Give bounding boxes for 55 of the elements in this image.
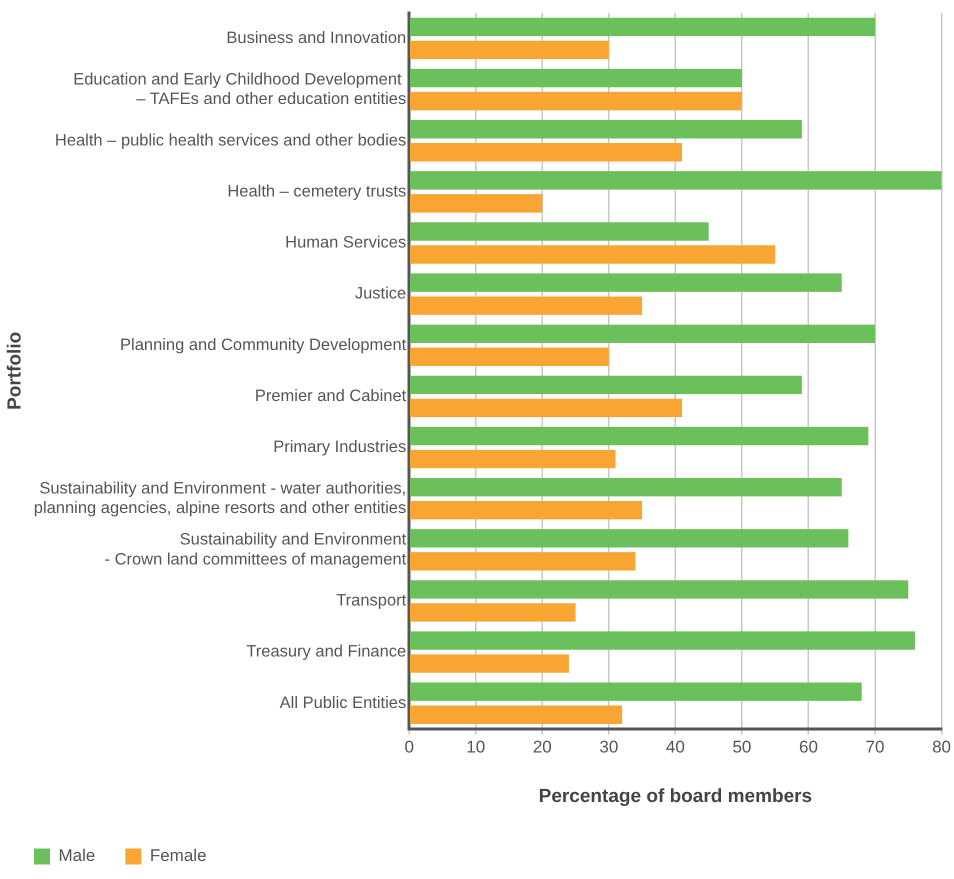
y-tick-label: Education and Early Childhood Development – TAFEs and other education entities: [73, 70, 406, 108]
y-tick-label: Business and Innovation: [226, 29, 406, 48]
x-tick-label: 60: [799, 738, 818, 757]
bar: [410, 171, 942, 190]
y-tick-label: Treasury and Finance: [246, 642, 406, 661]
bar: [410, 706, 622, 724]
y-tick-label: All Public Entities: [280, 694, 406, 712]
bar: [410, 529, 848, 548]
y-tick-label: Premier and Cabinet: [254, 386, 407, 405]
x-tick-label: 10: [466, 738, 486, 757]
x-tick-label: 70: [866, 738, 884, 757]
y-tick-label: Primary Industries: [273, 438, 406, 456]
bar: [410, 398, 682, 418]
bar: [410, 631, 915, 650]
x-tick-label: 80: [932, 738, 952, 757]
y-tick-label: Health – cemetery trusts: [227, 182, 406, 200]
bar: [410, 194, 542, 213]
bar: [410, 92, 742, 110]
bar: [410, 682, 862, 701]
bar: [410, 478, 842, 496]
bar: [410, 120, 802, 138]
y-axis-title: Portfolio: [4, 332, 26, 410]
bar: [410, 245, 776, 264]
bar: [410, 324, 876, 343]
legend-label: Female: [150, 846, 207, 866]
y-tick-label: Sustainability and Environment - water authorities, planning agencies, alpine resorts and other entities: [34, 479, 406, 518]
bar: [410, 348, 609, 366]
y-tick-label: Health – public health services and other bodies: [54, 131, 406, 150]
bar: [410, 426, 868, 446]
x-axis-title: Percentage of board members: [538, 786, 812, 807]
bar: [410, 376, 802, 394]
bar: [410, 68, 742, 88]
y-tick-label: Justice: [354, 284, 406, 303]
y-tick-label: Transport: [336, 592, 407, 610]
bar: [410, 222, 709, 241]
x-tick-label: 30: [599, 738, 618, 757]
bar: [410, 580, 908, 599]
x-tick-label: 0: [404, 738, 414, 757]
bar: [410, 654, 569, 673]
y-tick-label: Planning and Community Development: [120, 336, 407, 354]
legend-label: Male: [58, 846, 96, 866]
y-tick-label: Sustainability and Environment - Crown land committees of management: [104, 530, 407, 568]
bar: [410, 500, 642, 520]
bar: [410, 603, 576, 622]
bar: [410, 552, 636, 571]
y-tick-label: Human Services: [285, 234, 406, 252]
bar: [410, 273, 842, 292]
x-tick-label: 20: [532, 738, 552, 757]
bar: [410, 143, 682, 162]
x-tick-label: 50: [732, 738, 752, 757]
bar: [410, 18, 876, 36]
bar: [410, 450, 616, 468]
x-tick-label: 40: [666, 738, 685, 757]
bar: [410, 40, 609, 60]
bar: [410, 296, 642, 315]
